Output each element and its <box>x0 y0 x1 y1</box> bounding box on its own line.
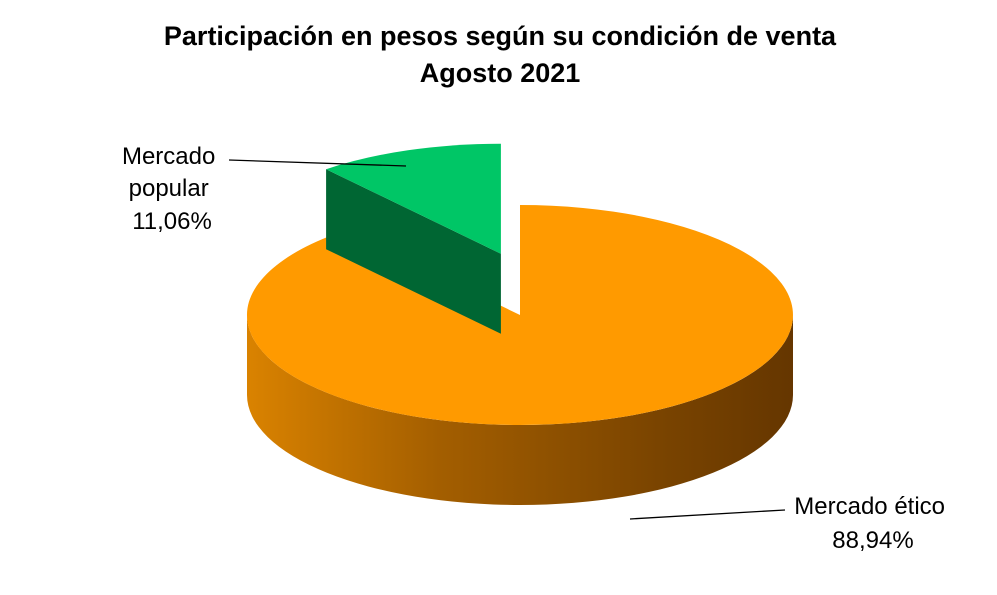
label-value-mercado-etico: 88,94% <box>832 527 913 554</box>
slice-mercado-popular <box>326 143 501 334</box>
label-name-mercado-etico: Mercado ético <box>794 493 945 520</box>
slice-top-mercado-popular <box>326 143 501 254</box>
chart-title: Participación en pesos según su condició… <box>164 21 837 51</box>
slice-wall-mercado-popular <box>326 169 501 334</box>
leader-line-mercado-popular <box>228 159 407 167</box>
slice-side-mercado-etico <box>247 315 793 505</box>
data-label-mercado-etico: Mercado ético 88,94% <box>794 493 951 554</box>
label-line-mercado: Mercado <box>122 143 215 170</box>
chart-subtitle: Agosto 2021 <box>420 58 581 88</box>
data-label-mercado-popular: Mercado popular 11,06% <box>122 143 222 235</box>
label-value-mercado-popular: 11,06% <box>132 208 212 235</box>
leader-line-mercado-etico <box>629 509 786 520</box>
label-line-popular: popular <box>129 175 209 202</box>
